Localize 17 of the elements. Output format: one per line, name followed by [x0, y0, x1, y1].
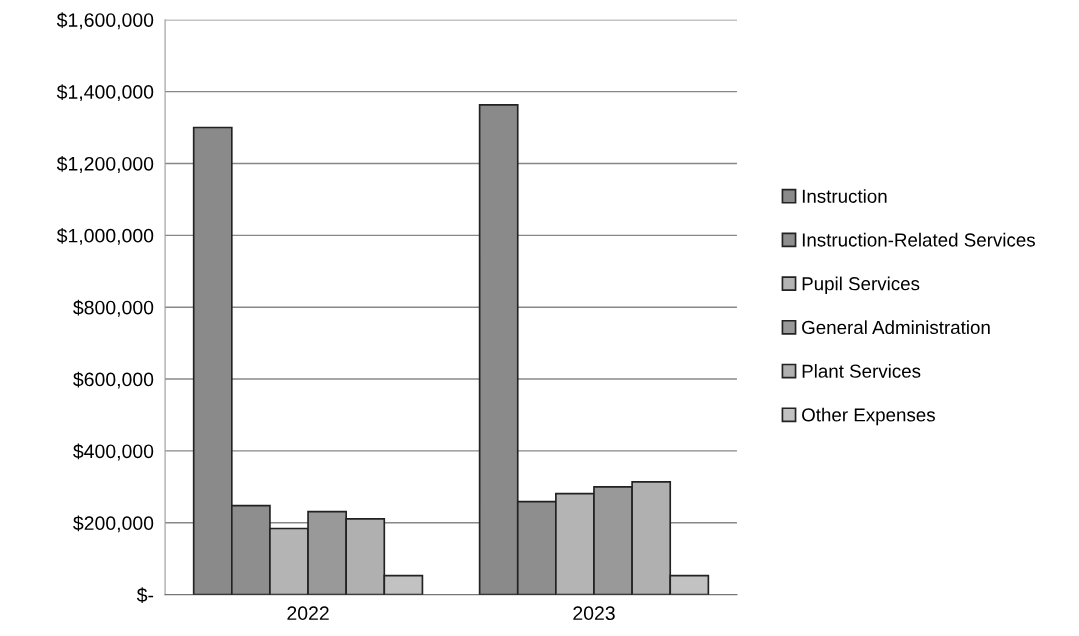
- x-tick-label: 2022: [287, 606, 329, 621]
- legend-label: Plant Services: [802, 364, 921, 378]
- y-tick-label: $1,000,000: [56, 227, 154, 245]
- x-tick-label: 2023: [573, 606, 615, 621]
- y-tick-label: $1,600,000: [56, 12, 154, 30]
- legend-label: Instruction-Related Services: [802, 232, 1035, 247]
- y-tick-label: $400,000: [73, 443, 154, 461]
- y-tick-label: $-: [136, 587, 154, 604]
- legend-label: General Administration: [802, 320, 990, 335]
- y-tick-label: $200,000: [73, 515, 154, 533]
- legend-label: Other Expenses: [802, 407, 935, 426]
- legend-label: Pupil Services: [802, 276, 920, 295]
- y-tick-label: $1,400,000: [56, 84, 154, 102]
- legend-label: Instruction: [802, 189, 887, 203]
- y-tick-label: $600,000: [73, 371, 154, 389]
- y-tick-label: $800,000: [73, 299, 154, 317]
- y-tick-label: $1,200,000: [56, 156, 154, 173]
